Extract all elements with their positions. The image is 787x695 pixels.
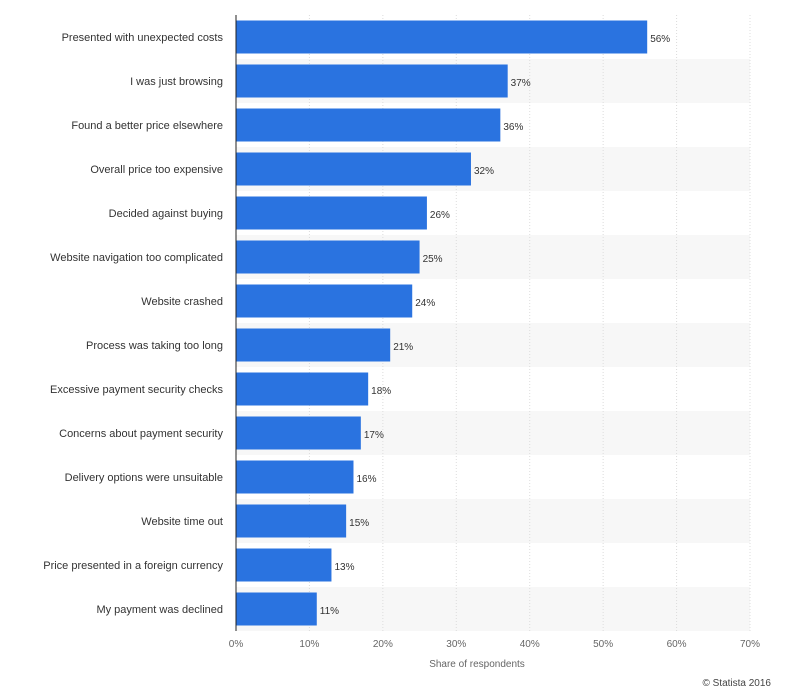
category-label: Presented with unexpected costs: [62, 32, 224, 44]
value-label: 25%: [423, 254, 443, 265]
x-tick-label: 70%: [740, 639, 760, 650]
value-label: 15%: [349, 518, 369, 529]
category-label: Concerns about payment security: [59, 428, 223, 440]
value-label: 24%: [415, 298, 435, 309]
category-label: Website time out: [141, 516, 223, 528]
bar: [236, 20, 648, 54]
x-tick-label: 60%: [667, 639, 687, 650]
x-tick-label: 10%: [299, 639, 319, 650]
x-tick-labels: 0% 10% 20% 30% 40% 50% 60% 70%: [229, 639, 760, 650]
value-label: 37%: [511, 78, 531, 89]
value-label: 18%: [371, 386, 391, 397]
value-label: 13%: [334, 562, 354, 573]
value-label: 26%: [430, 210, 450, 221]
bar: [236, 548, 332, 582]
bar: [236, 372, 369, 406]
value-label: 17%: [364, 430, 384, 441]
bar: [236, 460, 354, 494]
bar: [236, 152, 471, 186]
value-label: 36%: [503, 122, 523, 133]
bar: [236, 592, 317, 626]
bars: [236, 20, 648, 626]
value-label: 21%: [393, 342, 413, 353]
x-tick-label: 40%: [520, 639, 540, 650]
value-labels: 56% 37% 36% 32% 26% 25% 24% 21% 18% 17% 16% 15% 13% 1…: [320, 34, 671, 617]
bar: [236, 64, 508, 98]
category-label: Price presented in a foreign currency: [43, 560, 223, 572]
category-label: Excessive payment security checks: [50, 384, 224, 396]
bar: [236, 240, 420, 274]
category-label: My payment was declined: [96, 604, 223, 616]
value-label: 16%: [356, 474, 376, 485]
category-label: Website crashed: [141, 296, 223, 308]
source-credit: © Statista 2016: [702, 678, 771, 689]
category-label: Found a better price elsewhere: [71, 120, 223, 132]
value-label: 32%: [474, 166, 494, 177]
value-label: 11%: [320, 606, 339, 617]
category-label: I was just browsing: [130, 76, 223, 88]
category-label: Process was taking too long: [86, 340, 223, 352]
x-axis-title: Share of respondents: [429, 659, 525, 670]
category-label: Decided against buying: [109, 208, 223, 220]
bar: [236, 108, 501, 142]
x-tick-label: 20%: [373, 639, 393, 650]
category-label: Delivery options were unsuitable: [65, 472, 223, 484]
bar: [236, 504, 347, 538]
bar: [236, 196, 427, 230]
x-tick-label: 0%: [229, 639, 244, 650]
bar: [236, 328, 391, 362]
x-tick-label: 30%: [446, 639, 466, 650]
value-label: 56%: [650, 34, 670, 45]
x-tick-label: 50%: [593, 639, 613, 650]
row-band: [236, 587, 750, 631]
category-label: Overall price too expensive: [90, 164, 223, 176]
category-labels: Presented with unexpected costs I was jus…: [43, 32, 223, 616]
bar: [236, 284, 413, 318]
bar: [236, 416, 361, 450]
category-label: Website navigation too complicated: [50, 252, 223, 264]
